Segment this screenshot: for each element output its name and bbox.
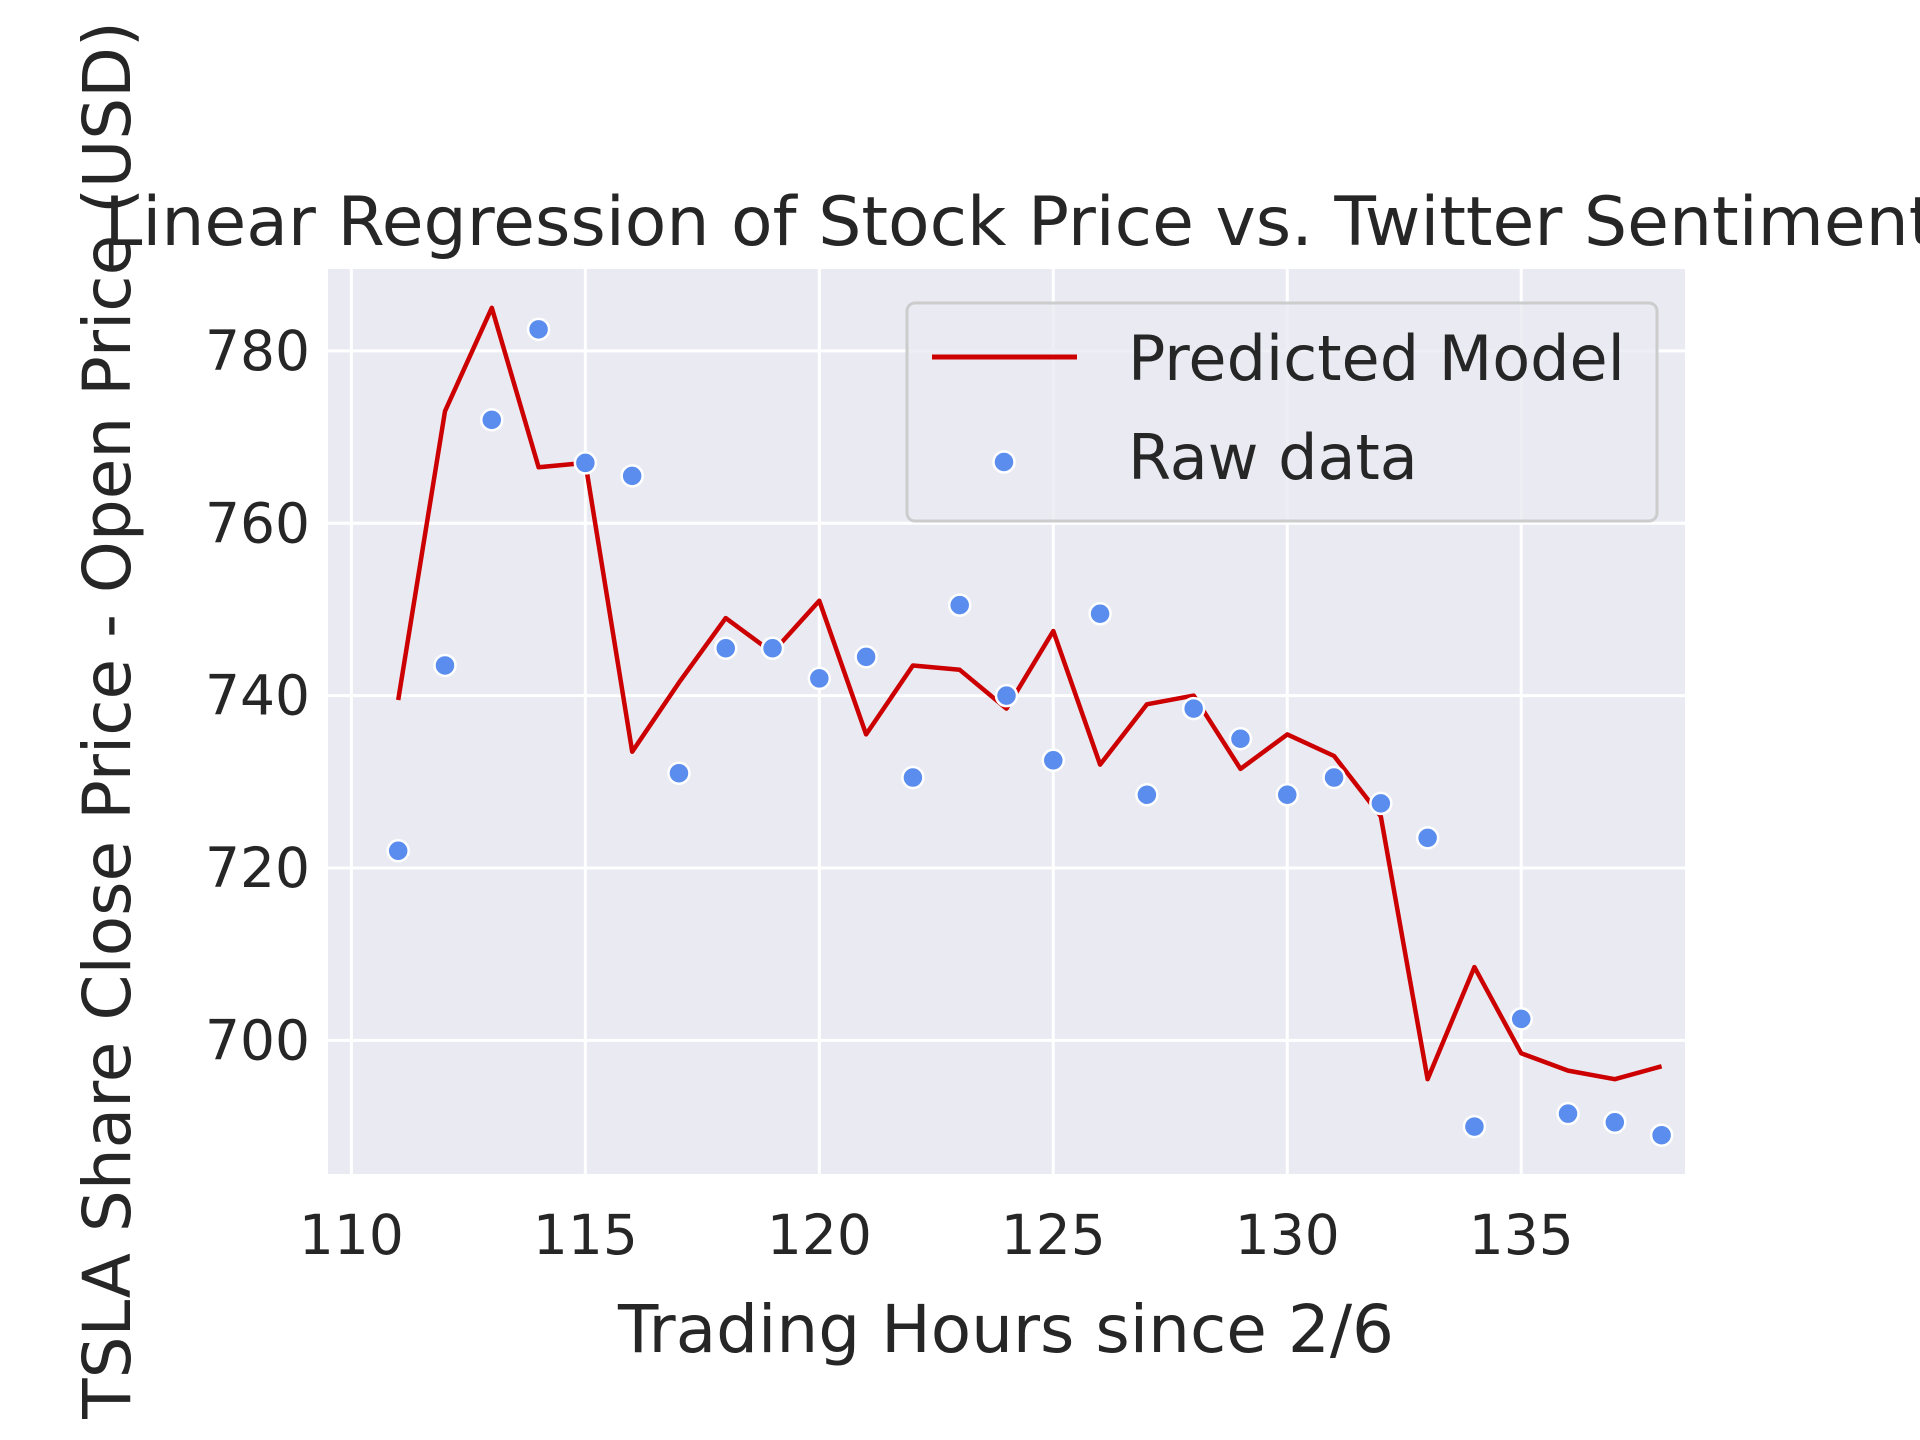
y-tick-label: 780: [205, 319, 310, 383]
raw-data-point: [854, 645, 878, 669]
y-tick-label: 760: [205, 491, 310, 555]
raw-data-point: [713, 636, 738, 660]
legend-box: [905, 301, 1659, 523]
x-tick-label: 115: [533, 1203, 638, 1267]
y-tick-label: 720: [205, 836, 310, 900]
raw-data-point: [1649, 1123, 1674, 1147]
raw-data-point: [1509, 1007, 1533, 1031]
raw-data-point: [947, 593, 972, 617]
y-tick-label: 700: [205, 1008, 310, 1072]
raw-data-point: [480, 408, 504, 432]
raw-data-point: [1275, 783, 1300, 807]
raw-data-point: [620, 464, 644, 488]
raw-data-point: [1135, 783, 1159, 807]
x-tick-label: 120: [767, 1203, 872, 1267]
x-tick-label: 130: [1235, 1203, 1340, 1267]
raw-data-point: [901, 765, 925, 790]
predicted-model-series: [395, 305, 1663, 1082]
predicted-model-line: [395, 305, 1663, 1082]
y-tick-label: 740: [205, 664, 310, 728]
legend-label-predicted-model: Predicted Model: [1128, 322, 1625, 395]
raw-data-point: [1041, 748, 1066, 773]
raw-data-point: [994, 683, 1019, 708]
raw-data-point: [807, 666, 832, 691]
raw-data-point: [667, 761, 691, 785]
legend-point-swatch: [992, 450, 1016, 474]
raw-data-point: [1181, 696, 1206, 721]
x-tick-label: 135: [1469, 1203, 1574, 1267]
raw-data-point: [1088, 602, 1112, 626]
raw-data-point: [526, 317, 551, 342]
raw-data-point: [1369, 791, 1393, 816]
raw-data-point: [433, 653, 457, 678]
raw-data-point: [386, 839, 410, 863]
chart-title: Linear Regression of Stock Price vs. Twi…: [105, 183, 1920, 262]
legend: Predicted Model Raw data: [905, 301, 1659, 523]
raw-data-point: [1603, 1110, 1627, 1135]
raw-data-point: [1415, 826, 1440, 850]
legend-label-raw-data: Raw data: [1128, 421, 1418, 494]
raw-data-point: [573, 451, 598, 475]
raw-data-series: [386, 317, 1674, 1147]
x-axis-label: Trading Hours since 2/6: [617, 1291, 1394, 1368]
raw-data-point: [1228, 726, 1253, 751]
y-axis-label: TSLA Share Close Price - Open Price (USD…: [69, 21, 146, 1419]
raw-data-point: [1322, 765, 1346, 790]
x-tick-labels: 110 115 120 125 130 135: [299, 1203, 1574, 1267]
raw-data-point: [760, 636, 785, 660]
y-tick-labels: 700 720 740 760 780: [205, 319, 310, 1073]
x-tick-label: 110: [299, 1203, 404, 1267]
raw-data-point: [1556, 1101, 1580, 1126]
raw-data-point: [1462, 1114, 1487, 1139]
x-tick-label: 125: [1001, 1203, 1106, 1267]
